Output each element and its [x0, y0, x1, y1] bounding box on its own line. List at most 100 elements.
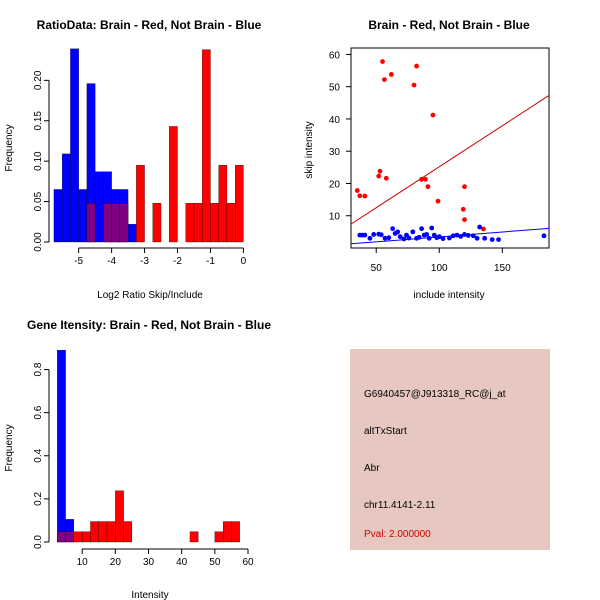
ratio-bar-blue: [127, 224, 137, 243]
ratio-bar-overlap: [111, 203, 120, 243]
ratio-histogram-axes: -5 -4 -3 -2 -1 0 0.00 0.05 0.10 0.15 0.20: [33, 70, 247, 267]
scatter-point-not-brain: [386, 235, 392, 241]
ratio-bar-blue: [70, 48, 79, 243]
scatter-y-tick-label: 40: [329, 115, 341, 126]
ratio-histogram-bars: [53, 48, 244, 243]
intensity-bar-red: [82, 531, 91, 543]
ratio-y-tick-label: 0.15: [33, 111, 44, 131]
info-panel-background: [350, 349, 550, 550]
ratio-bar-red: [136, 165, 145, 243]
intensity-y-tick-label: 0.2: [33, 492, 44, 506]
scatter-point-not-brain: [489, 237, 495, 243]
scatter-point-brain: [354, 188, 360, 193]
scatter-point-brain: [380, 59, 385, 64]
gene-name: Abr: [364, 463, 380, 474]
scatter-point-not-brain: [419, 226, 425, 232]
ratio-bar-red: [185, 203, 195, 243]
ratio-bar-blue: [62, 153, 71, 243]
scatter-point-not-brain: [496, 237, 501, 243]
ratio-bar-red: [235, 165, 244, 243]
scatter-point-not-brain: [440, 236, 446, 242]
ratio-x-tick-label: -1: [206, 256, 215, 267]
intensity-bar-red: [115, 490, 124, 543]
intensity-histogram-panel: Gene Itensity: Brain - Red, Not Brain - …: [4, 318, 271, 600]
scatter-point-not-brain: [458, 233, 464, 239]
scatter-point-brain: [382, 77, 387, 83]
intensity-x-tick-label: 40: [176, 557, 188, 568]
scatter-point-not-brain: [482, 235, 488, 241]
scatter-y-tick-label: 10: [329, 212, 341, 223]
intensity-bar-overlap: [65, 531, 75, 543]
ratio-histogram-xlabel: Log2 Ratio Skip/Include: [97, 290, 203, 301]
ratio-x-tick-label: 0: [241, 256, 247, 267]
ratio-bar-red: [226, 203, 236, 243]
scatter-x-tick-label: 50: [371, 263, 383, 274]
ratio-bar-red: [169, 126, 178, 243]
scatter-point-brain: [425, 184, 431, 190]
scatter-point-brain: [411, 82, 417, 88]
info-panel: G6940457@J913318_RC@j_at altTxStart Abr …: [350, 349, 550, 550]
intensity-bar-red: [231, 521, 240, 543]
ratio-bar-red: [210, 203, 219, 243]
ratio-bar-blue: [53, 189, 63, 243]
intensity-bar-red: [189, 531, 199, 543]
scatter-point-not-brain: [397, 234, 403, 240]
intensity-bar-red: [222, 521, 232, 543]
chromosome-location: chr11.4141-2.11: [364, 500, 436, 511]
intensity-histogram-axes: 10 20 30 40 50 60 0.0 0.2 0.4 0.6 0.8: [33, 362, 254, 568]
ratio-y-tick-label: 0.00: [33, 232, 44, 252]
ratio-x-tick-label: -3: [140, 256, 149, 267]
scatter-ylabel: skip intensity: [304, 121, 315, 178]
scatter-point-not-brain: [429, 225, 435, 231]
intensity-bar-blue: [57, 350, 66, 543]
intensity-bar-red: [123, 521, 133, 543]
intensity-bar-red: [90, 521, 99, 543]
scatter-point-not-brain: [477, 224, 483, 230]
scatter-point-brain: [362, 193, 368, 199]
p-value: Pval: 2.000000: [364, 529, 431, 540]
scatter-point-not-brain: [454, 232, 460, 238]
scatter-point-brain: [388, 72, 394, 77]
scatter-title: Brain - Red, Not Brain - Blue: [368, 18, 530, 32]
ratio-histogram-ylabel: Frequency: [4, 124, 15, 171]
ratio-bar-red: [152, 203, 162, 243]
intensity-histogram-bars: [57, 350, 240, 543]
scatter-point-brain: [376, 173, 382, 179]
scatter-point-not-brain: [371, 232, 377, 237]
scatter-point-not-brain: [462, 232, 467, 237]
scatter-point-brain: [377, 168, 383, 174]
intensity-bar-red: [106, 521, 116, 543]
intensity-x-tick-label: 10: [77, 557, 89, 568]
probe-id: G6940457@J913318_RC@j_at: [364, 389, 506, 400]
intensity-y-tick-label: 0.8: [33, 362, 44, 376]
intensity-histogram-xlabel: Intensity: [131, 590, 168, 600]
scatter-point-brain: [357, 193, 363, 199]
scatter-y-tick-label: 50: [329, 83, 341, 94]
scatter-point-not-brain: [424, 232, 430, 237]
scatter-point-brain: [460, 206, 466, 212]
ratio-bar-overlap: [86, 203, 96, 243]
intensity-x-tick-label: 30: [143, 557, 155, 568]
scatter-point-not-brain: [465, 233, 471, 238]
scatter-point-not-brain: [382, 235, 388, 241]
intensity-bar-red: [73, 531, 83, 543]
intensity-x-tick-label: 50: [209, 557, 221, 568]
ratio-x-tick-label: -2: [173, 256, 182, 267]
intensity-histogram-title: Gene Itensity: Brain - Red, Not Brain - …: [27, 318, 271, 332]
intensity-y-tick-label: 0.0: [33, 535, 44, 549]
scatter-plot-box: [350, 47, 550, 249]
scatter-point-not-brain: [474, 235, 480, 241]
ratio-bar-red: [218, 165, 228, 243]
scatter-point-brain: [462, 217, 467, 223]
scatter-point-not-brain: [410, 229, 416, 235]
scatter-axes: 50 100 150 10 20 30 40 50 60: [329, 50, 511, 274]
ratio-x-tick-label: -4: [107, 256, 116, 267]
scatter-point-not-brain: [401, 236, 407, 242]
scatter-y-tick-label: 30: [329, 147, 341, 158]
ratio-y-tick-label: 0.10: [33, 151, 44, 171]
scatter-x-tick-label: 100: [431, 263, 448, 274]
scatter-point-not-brain: [390, 226, 396, 232]
intensity-bar-overlap: [57, 531, 66, 543]
scatter-point-not-brain: [416, 234, 422, 240]
